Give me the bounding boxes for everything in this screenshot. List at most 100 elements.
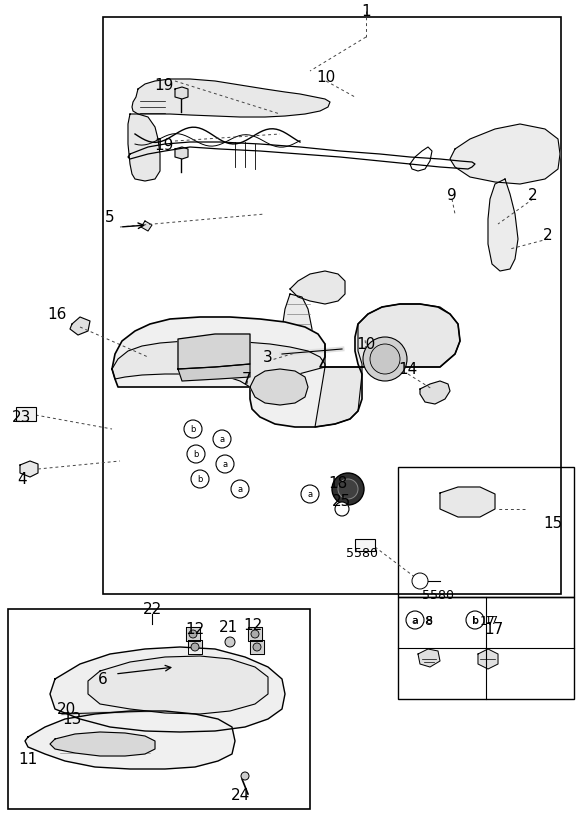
Text: 11: 11 [19, 752, 38, 767]
Polygon shape [178, 364, 250, 382]
Circle shape [231, 481, 249, 499]
Text: 1: 1 [361, 4, 371, 20]
Text: 24: 24 [230, 788, 250, 803]
Circle shape [412, 573, 428, 590]
Circle shape [189, 631, 197, 638]
Bar [398, 597, 574, 699]
Text: a: a [222, 460, 228, 469]
Polygon shape [25, 711, 235, 769]
Polygon shape [290, 272, 345, 305]
Text: 10: 10 [317, 70, 336, 85]
Text: 8: 8 [425, 615, 432, 625]
Text: 12: 12 [243, 618, 262, 633]
Text: 3: 3 [263, 350, 273, 365]
Circle shape [251, 631, 259, 638]
Text: b: b [471, 615, 478, 625]
Polygon shape [178, 335, 250, 369]
Polygon shape [250, 369, 308, 405]
Polygon shape [132, 80, 330, 118]
Polygon shape [50, 647, 285, 732]
Text: b: b [473, 616, 478, 625]
Polygon shape [248, 627, 262, 641]
Polygon shape [478, 649, 498, 669]
Text: 19: 19 [154, 78, 173, 93]
Circle shape [184, 420, 202, 438]
Text: 2: 2 [543, 227, 553, 242]
Circle shape [370, 345, 400, 374]
Polygon shape [250, 640, 264, 654]
Text: 14: 14 [398, 362, 418, 377]
Bar [398, 468, 574, 597]
Polygon shape [20, 461, 38, 477]
Polygon shape [315, 305, 460, 428]
Polygon shape [70, 318, 90, 336]
Text: a: a [411, 615, 418, 625]
Polygon shape [128, 115, 160, 182]
Circle shape [363, 337, 407, 382]
Circle shape [213, 431, 231, 449]
Text: 17: 17 [480, 615, 496, 627]
Text: 5580: 5580 [422, 589, 454, 602]
Text: b: b [197, 475, 203, 484]
Text: 23: 23 [12, 410, 31, 425]
Circle shape [253, 643, 261, 651]
Text: 15: 15 [544, 516, 563, 531]
Text: 21: 21 [218, 620, 237, 635]
Polygon shape [175, 147, 188, 160]
Text: 25: 25 [331, 494, 350, 509]
Polygon shape [175, 88, 188, 100]
Text: 5: 5 [105, 210, 115, 225]
Text: 8: 8 [424, 615, 432, 627]
Circle shape [216, 455, 234, 473]
Text: 17: 17 [484, 622, 503, 636]
Text: 16: 16 [47, 307, 67, 322]
Circle shape [191, 470, 209, 488]
Text: 2: 2 [528, 188, 538, 202]
Circle shape [332, 473, 364, 505]
Circle shape [241, 772, 249, 780]
Text: 22: 22 [143, 602, 162, 617]
Circle shape [335, 502, 349, 516]
Text: a: a [237, 485, 243, 494]
Polygon shape [186, 627, 200, 641]
Text: 17: 17 [485, 615, 499, 625]
Text: 10: 10 [356, 337, 375, 352]
Polygon shape [112, 342, 325, 387]
Circle shape [301, 486, 319, 504]
Circle shape [191, 643, 199, 651]
Polygon shape [88, 656, 268, 714]
Text: b: b [190, 425, 196, 434]
Polygon shape [188, 640, 202, 654]
Text: 13: 13 [62, 712, 81, 726]
Text: 20: 20 [56, 702, 76, 717]
Circle shape [187, 446, 205, 464]
Polygon shape [50, 732, 155, 756]
Bar [355, 540, 375, 551]
Text: 7: 7 [242, 372, 252, 387]
Bar [103, 18, 561, 595]
Polygon shape [488, 180, 518, 272]
Text: 12: 12 [186, 622, 205, 636]
Text: 6: 6 [98, 672, 108, 686]
Text: 18: 18 [328, 476, 347, 491]
Circle shape [338, 479, 358, 500]
Text: 19: 19 [154, 138, 173, 152]
Text: a: a [413, 616, 417, 625]
Polygon shape [420, 382, 450, 405]
Polygon shape [418, 649, 440, 667]
Polygon shape [440, 487, 495, 518]
Text: 9: 9 [447, 188, 457, 202]
Text: 4: 4 [17, 472, 27, 487]
Text: 5580: 5580 [346, 547, 378, 560]
Polygon shape [282, 295, 312, 351]
Text: a: a [307, 490, 313, 499]
Polygon shape [112, 305, 460, 428]
Polygon shape [450, 124, 560, 185]
Bar [16, 408, 36, 422]
Polygon shape [141, 222, 152, 232]
Circle shape [225, 637, 235, 647]
Bar [8, 609, 310, 809]
Circle shape [406, 611, 424, 629]
Circle shape [466, 611, 484, 629]
Text: a: a [219, 435, 225, 444]
